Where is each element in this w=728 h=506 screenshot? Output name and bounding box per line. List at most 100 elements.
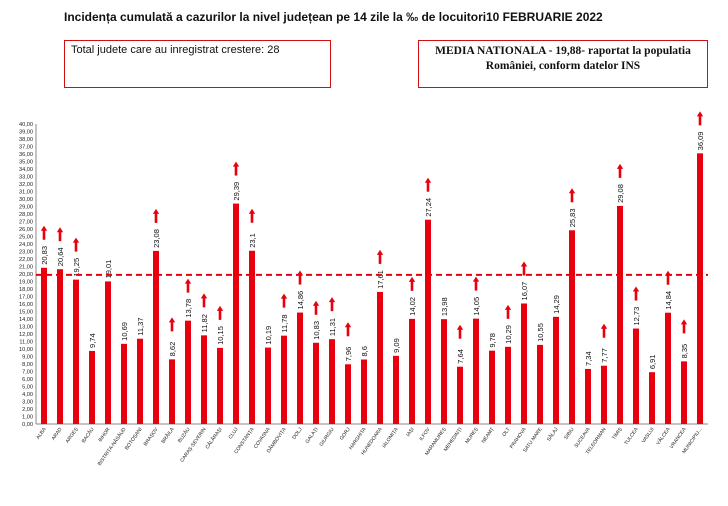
bar <box>697 153 703 424</box>
bar <box>41 267 47 424</box>
increase-arrow-head <box>568 188 576 194</box>
y-tick-label: 28,00 <box>19 212 33 218</box>
y-tick-label: 19,00 <box>19 280 33 286</box>
bar <box>601 365 607 424</box>
y-tick-label: 9,00 <box>22 355 33 361</box>
bar <box>281 335 287 424</box>
bar-value-label: 8,6 <box>360 346 369 356</box>
bar <box>489 350 495 424</box>
y-tick-label: 7,00 <box>22 370 33 376</box>
y-tick-label: 22,00 <box>19 257 33 263</box>
y-tick-label: 40,00 <box>19 122 33 128</box>
bar <box>249 250 255 424</box>
y-tick-label: 37,00 <box>19 145 33 151</box>
increase-count-text: Total judete care au inregistrat crester… <box>71 44 280 56</box>
bar-value-label: 14,84 <box>664 291 673 310</box>
increase-arrow-head <box>632 286 640 292</box>
bar <box>345 364 351 424</box>
national-average-box: MEDIA NATIONALA - 19,88- raportat la pop… <box>418 40 708 88</box>
increase-arrow-head <box>696 111 704 117</box>
bar-value-label: 36,09 <box>696 132 705 151</box>
bar <box>505 346 511 424</box>
y-tick-label: 14,00 <box>19 317 33 323</box>
category-label: GALAȚI <box>305 427 320 445</box>
bar-value-label: 11,31 <box>328 318 337 336</box>
bar-value-label: 7,77 <box>600 348 609 363</box>
bar <box>585 368 591 424</box>
increase-arrow-head <box>456 324 464 330</box>
bar-value-label: 9,78 <box>488 333 497 348</box>
chart-date: 10 FEBRUARIE 2022 <box>486 10 603 24</box>
category-label: ALBA <box>35 426 48 440</box>
category-label: IALOMIȚA <box>381 426 400 449</box>
bar-value-label: 12,73 <box>632 307 641 326</box>
bar-value-label: 10,83 <box>312 321 321 340</box>
bar <box>377 291 383 424</box>
bar <box>89 350 95 424</box>
y-tick-label: 38,00 <box>19 137 33 143</box>
bar <box>569 230 575 424</box>
y-tick-label: 29,00 <box>19 205 33 211</box>
category-label: GORJ <box>339 426 352 441</box>
category-label: SĂLAJ <box>545 426 560 443</box>
bar-value-label: 19,25 <box>72 258 81 277</box>
y-tick-label: 35,00 <box>19 160 33 166</box>
bar-value-label: 9,09 <box>392 338 401 353</box>
increase-arrow-head <box>344 322 352 328</box>
bar <box>265 347 271 424</box>
y-tick-label: 12,00 <box>19 332 33 338</box>
category-label: SIBIU <box>563 426 576 440</box>
bar <box>169 359 175 424</box>
category-label: ARAD <box>51 426 64 441</box>
increase-arrow-head <box>232 161 240 167</box>
bar-value-label: 19,01 <box>104 260 113 279</box>
increase-arrow-head <box>40 225 48 231</box>
bar <box>105 281 111 424</box>
bar-value-label: 29,08 <box>616 184 625 203</box>
bar <box>73 279 79 424</box>
category-label: VÂLCEA <box>655 426 672 447</box>
y-tick-label: 17,00 <box>19 295 33 301</box>
bar-value-label: 17,61 <box>376 270 385 289</box>
bar-value-label: 29,39 <box>232 182 241 201</box>
bar <box>153 250 159 424</box>
y-tick-label: 23,00 <box>19 250 33 256</box>
increase-arrow-head <box>472 276 480 282</box>
increase-arrow-head <box>600 323 608 329</box>
y-tick-label: 25,00 <box>19 235 33 241</box>
category-label: DOLJ <box>291 426 304 440</box>
increase-arrow-head <box>216 305 224 311</box>
y-tick-label: 39,00 <box>19 130 33 136</box>
increase-arrow-head <box>280 293 288 299</box>
category-label: BISTRIȚA-NĂSĂUD <box>96 426 128 467</box>
y-tick-label: 21,00 <box>19 265 33 271</box>
increase-arrow-head <box>312 300 320 306</box>
bar-value-label: 20,83 <box>40 246 49 265</box>
increase-arrow-head <box>184 278 192 284</box>
bar-value-label: 27,24 <box>424 198 433 217</box>
bar <box>361 359 367 424</box>
y-tick-label: 3,00 <box>22 400 33 406</box>
category-label: CLUJ <box>228 426 240 440</box>
increase-arrow-head <box>504 304 512 310</box>
bar-value-label: 11,37 <box>136 318 145 336</box>
increase-arrow-head <box>680 319 688 325</box>
increase-arrow-head <box>408 276 416 282</box>
y-tick-label: 13,00 <box>19 325 33 331</box>
increase-arrow-head <box>56 227 64 233</box>
bar-value-label: 10,15 <box>216 326 225 345</box>
category-label: BUZĂU <box>176 426 192 444</box>
bar-value-label: 10,69 <box>120 322 129 341</box>
bar <box>473 318 479 424</box>
category-label: BRAȘOV <box>143 426 160 447</box>
bar <box>649 372 655 424</box>
increase-arrow-head <box>200 293 208 299</box>
y-tick-label: 34,00 <box>19 167 33 173</box>
y-tick-label: 20,00 <box>19 272 33 278</box>
increase-arrow-head <box>616 163 624 169</box>
y-tick-label: 33,00 <box>19 175 33 181</box>
bar-value-label: 13,98 <box>440 297 449 316</box>
bar <box>633 328 639 424</box>
category-label: OLT <box>501 427 511 438</box>
increase-arrow-head <box>72 237 80 243</box>
